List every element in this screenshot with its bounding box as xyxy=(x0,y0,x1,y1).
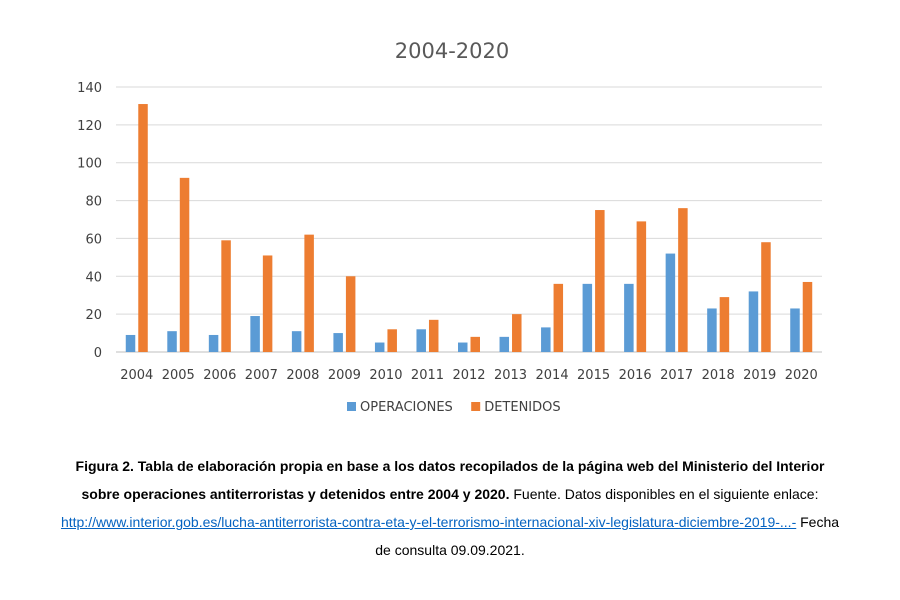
legend-label-detenidos: DETENIDOS xyxy=(484,400,560,415)
bar-operaciones-2014 xyxy=(541,327,551,352)
y-tick-label: 120 xyxy=(77,119,102,134)
y-axis: 0 20 40 60 80 100 120 140 xyxy=(77,81,102,361)
x-tick-label: 2012 xyxy=(452,368,485,383)
bar-operaciones-2013 xyxy=(499,336,510,352)
x-tick-label: 2004 xyxy=(120,368,153,383)
grid-lines xyxy=(116,86,822,353)
x-tick-label: 2011 xyxy=(411,368,444,383)
x-tick-label: 2014 xyxy=(536,368,569,383)
x-axis: 2004 2005 2006 2007 2008 2009 2010 2011 2012 2013… xyxy=(120,368,818,383)
x-tick-label: 2006 xyxy=(203,368,236,383)
figure-caption: Figura 2. Tabla de elaboración propia en… xyxy=(60,452,840,564)
x-tick-label: 2020 xyxy=(785,368,818,383)
bar-operaciones-2011 xyxy=(416,329,426,352)
bar-detenidos-2007 xyxy=(262,255,273,352)
bar-detenidos-2014 xyxy=(553,283,564,352)
y-tick-label: 40 xyxy=(85,270,102,285)
legend-swatch-operaciones xyxy=(347,402,356,411)
bar-operaciones-2020 xyxy=(790,308,800,352)
y-tick-label: 100 xyxy=(77,157,102,172)
x-tick-label: 2017 xyxy=(660,368,693,383)
bar-operaciones-2019 xyxy=(748,291,759,352)
chart-title: 2004-2020 xyxy=(395,39,509,63)
x-tick-label: 2018 xyxy=(702,368,735,383)
bar-detenidos-2004 xyxy=(138,104,148,353)
x-tick-label: 2013 xyxy=(494,368,527,383)
bars xyxy=(125,104,813,353)
y-tick-label: 140 xyxy=(77,81,102,96)
bar-operaciones-2005 xyxy=(167,331,177,352)
caption-bold-text: Figura 2. Tabla de elaboración propia en… xyxy=(75,458,825,502)
bar-operaciones-2007 xyxy=(250,316,260,352)
bar-detenidos-2019 xyxy=(761,242,771,352)
x-tick-label: 2016 xyxy=(619,368,652,383)
bar-operaciones-2006 xyxy=(208,334,219,352)
legend: OPERACIONES DETENIDOS xyxy=(347,400,561,415)
bar-detenidos-2013 xyxy=(512,314,522,352)
x-tick-label: 2019 xyxy=(743,368,776,383)
bar-detenidos-2010 xyxy=(387,329,397,352)
y-tick-label: 80 xyxy=(85,195,102,210)
caption-text: Fuente. Datos disponibles en el siguient… xyxy=(509,486,819,502)
bar-operaciones-2018 xyxy=(707,308,717,352)
bar-operaciones-2010 xyxy=(374,342,385,352)
bar-detenidos-2008 xyxy=(304,234,314,352)
bar-operaciones-2008 xyxy=(291,331,302,352)
bar-detenidos-2016 xyxy=(636,221,647,352)
bar-detenidos-2015 xyxy=(595,210,605,352)
bar-detenidos-2005 xyxy=(179,177,190,352)
x-tick-label: 2010 xyxy=(369,368,402,383)
bar-operaciones-2012 xyxy=(458,342,468,352)
bar-operaciones-2015 xyxy=(582,283,593,352)
bar-operaciones-2016 xyxy=(624,283,634,352)
bar-detenidos-2020 xyxy=(802,281,813,352)
bar-detenidos-2012 xyxy=(470,336,480,352)
bar-operaciones-2017 xyxy=(665,253,676,352)
legend-swatch-detenidos xyxy=(471,402,481,411)
bar-detenidos-2009 xyxy=(345,276,356,352)
bar-detenidos-2006 xyxy=(221,240,231,352)
x-tick-label: 2009 xyxy=(328,368,361,383)
legend-label-operaciones: OPERACIONES xyxy=(360,400,453,415)
caption-date-text: Fecha de consulta 09.09.2021. xyxy=(375,514,840,558)
y-tick-label: 60 xyxy=(85,232,102,247)
x-tick-label: 2007 xyxy=(245,368,278,383)
bar-detenidos-2011 xyxy=(428,319,439,352)
y-tick-label: 20 xyxy=(85,308,102,323)
source-link[interactable]: http://www.interior.gob.es/lucha-antiter… xyxy=(60,514,797,530)
bar-detenidos-2017 xyxy=(678,208,688,352)
x-tick-label: 2005 xyxy=(162,368,195,383)
x-tick-label: 2008 xyxy=(286,368,319,383)
bar-operaciones-2009 xyxy=(333,333,343,352)
y-tick-label: 0 xyxy=(94,346,102,361)
x-tick-label: 2015 xyxy=(577,368,610,383)
bar-detenidos-2018 xyxy=(719,297,730,352)
bar-operaciones-2004 xyxy=(125,334,136,352)
